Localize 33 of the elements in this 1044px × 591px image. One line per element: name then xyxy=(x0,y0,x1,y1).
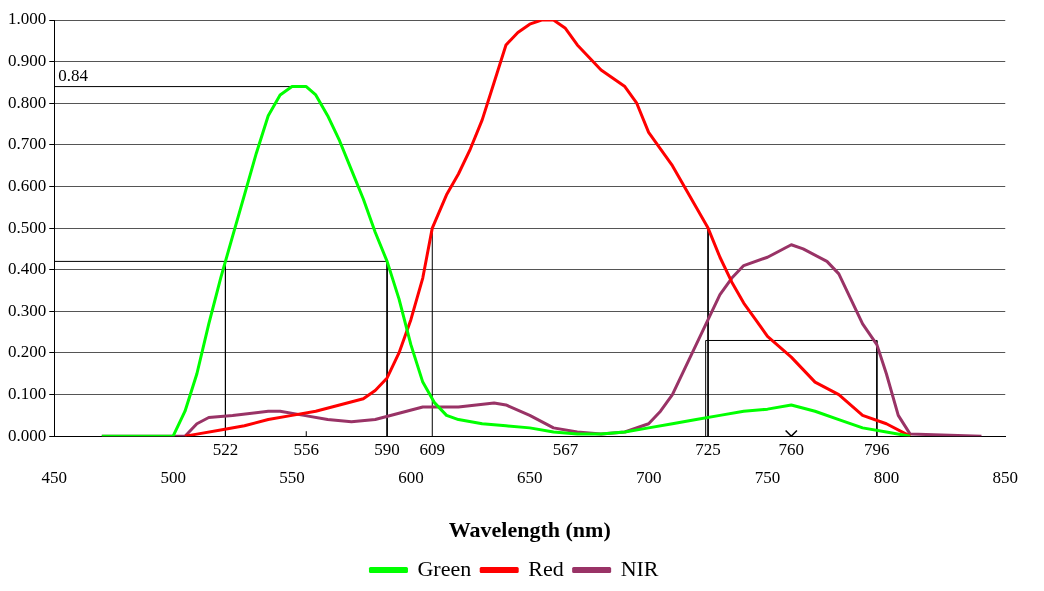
annotation: 522 xyxy=(212,440,239,460)
annotation: 760 xyxy=(778,440,805,460)
x-tick-label: 800 xyxy=(873,467,900,487)
annotation: 796 xyxy=(864,440,890,460)
y-tick-label: 0.000 xyxy=(8,425,47,445)
x-tick-label: 750 xyxy=(754,467,781,487)
annotation: 556 xyxy=(293,440,320,460)
x-tick-label: 450 xyxy=(41,467,67,487)
annotation: 567 xyxy=(552,440,579,460)
annotation: 590 xyxy=(374,440,400,460)
x-axis-title: Wavelength (nm) xyxy=(448,517,611,543)
x-tick-label: 550 xyxy=(279,467,305,487)
x-tick-label: 850 xyxy=(992,467,1018,487)
x-tick-label: 500 xyxy=(160,467,186,487)
y-tick-label: 0.400 xyxy=(8,259,47,279)
y-tick-label: 0.800 xyxy=(8,92,47,112)
annotation: 725 xyxy=(695,440,721,460)
y-tick-label: 0.500 xyxy=(8,217,47,237)
annotation: 609 xyxy=(419,440,446,460)
y-tick-label: 0.600 xyxy=(8,175,47,195)
x-tick-label: 700 xyxy=(635,467,662,487)
y-tick-label: 0.700 xyxy=(8,134,47,154)
y-tick-label: 0.300 xyxy=(8,300,47,320)
x-tick-label: 600 xyxy=(398,467,424,487)
legend-label: NIR xyxy=(620,555,659,581)
annotation: 0.84 xyxy=(58,65,89,85)
legend-label: Red xyxy=(528,555,564,581)
y-tick-label: 1.000 xyxy=(8,9,47,29)
x-tick-label: 650 xyxy=(517,467,543,487)
legend-label: Green xyxy=(417,555,472,581)
y-tick-label: 0.100 xyxy=(8,384,47,404)
y-tick-label: 0.200 xyxy=(8,342,47,362)
y-tick-label: 0.900 xyxy=(8,51,47,71)
